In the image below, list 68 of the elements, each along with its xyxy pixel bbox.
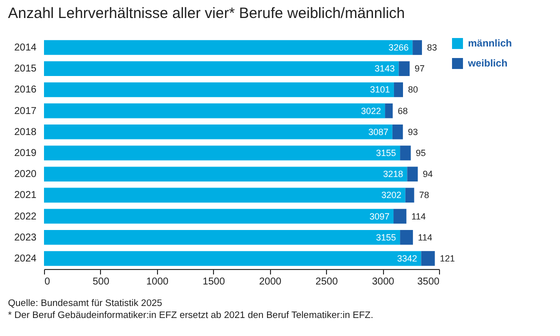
data-label: 114 xyxy=(418,232,432,242)
data-label: 78 xyxy=(419,190,430,200)
y-tick-label: 2023 xyxy=(14,232,37,244)
data-label: 3097 xyxy=(369,211,390,222)
bar xyxy=(400,230,413,245)
y-tick-label: 2015 xyxy=(14,64,37,75)
data-label: 95 xyxy=(416,148,426,158)
bar xyxy=(394,82,403,98)
bar xyxy=(44,61,399,76)
data-label: 121 xyxy=(440,253,455,264)
y-tick-label: 2024 xyxy=(14,253,37,264)
y-tick-label: 2016 xyxy=(14,84,37,96)
legend-label: weiblich xyxy=(467,58,508,70)
bar xyxy=(44,166,408,182)
bar xyxy=(421,251,435,266)
y-tick-label: 2017 xyxy=(14,106,37,117)
x-tick-label: 3000 xyxy=(372,276,395,288)
x-tick-label: 500 xyxy=(92,276,110,288)
x-tick-label: 0 xyxy=(44,276,50,288)
bar xyxy=(407,166,418,182)
data-label: 3087 xyxy=(368,126,388,137)
data-label: 97 xyxy=(414,64,425,74)
x-tick-label: 3500 xyxy=(417,276,440,288)
y-tick-label: 2020 xyxy=(14,169,37,180)
bar xyxy=(394,208,406,224)
bar xyxy=(44,82,394,98)
data-label: 3101 xyxy=(370,84,390,95)
bar xyxy=(385,103,393,118)
data-label: 114 xyxy=(411,211,426,222)
data-label: 80 xyxy=(408,84,418,95)
chart-title: Anzahl Lehrverhältnisse aller vier* Berufe weiblich/männlich xyxy=(8,5,405,22)
bar xyxy=(44,251,422,266)
x-tick-label: 2500 xyxy=(316,276,338,288)
y-tick-label: 2022 xyxy=(14,211,37,222)
bar xyxy=(44,124,392,140)
data-label: 68 xyxy=(398,106,408,116)
data-label: 3342 xyxy=(397,253,418,264)
bar xyxy=(400,146,411,160)
data-label: 3266 xyxy=(388,42,409,53)
y-tick-label: 2019 xyxy=(14,148,37,159)
data-label: 93 xyxy=(408,126,418,137)
text: * Der Beruf Gebäudeinformatiker:in EFZ ersetzt ab 2021 den Beruf Telematiker:in EFZ. xyxy=(8,310,374,322)
bar xyxy=(44,146,400,160)
data-label: 3218 xyxy=(383,169,404,180)
x-tick-label: 1000 xyxy=(146,276,169,288)
y-tick-label: 2018 xyxy=(14,126,37,138)
x-tick-label: 2000 xyxy=(259,276,282,288)
bar xyxy=(398,61,410,76)
data-label: 3155 xyxy=(376,232,396,242)
bar xyxy=(412,40,422,55)
y-tick-label: 2014 xyxy=(14,42,37,54)
bar xyxy=(44,40,413,55)
data-label: 3143 xyxy=(374,64,395,74)
bar xyxy=(44,208,394,224)
data-label: 94 xyxy=(422,169,433,180)
data-label: 3022 xyxy=(361,106,382,116)
bar xyxy=(44,230,400,245)
bar xyxy=(44,188,406,203)
legend-label: männlich xyxy=(468,38,512,50)
y-tick-label: 2021 xyxy=(14,190,37,202)
x-tick-label: 1500 xyxy=(202,276,226,288)
data-label: 3202 xyxy=(381,190,402,200)
bar xyxy=(405,188,414,203)
bar xyxy=(392,124,403,140)
data-label: 83 xyxy=(426,42,437,53)
source-note: Quelle: Bundesamt für Statistik 2025 xyxy=(8,298,164,310)
data-label: 3155 xyxy=(376,148,396,158)
bar xyxy=(44,103,386,118)
